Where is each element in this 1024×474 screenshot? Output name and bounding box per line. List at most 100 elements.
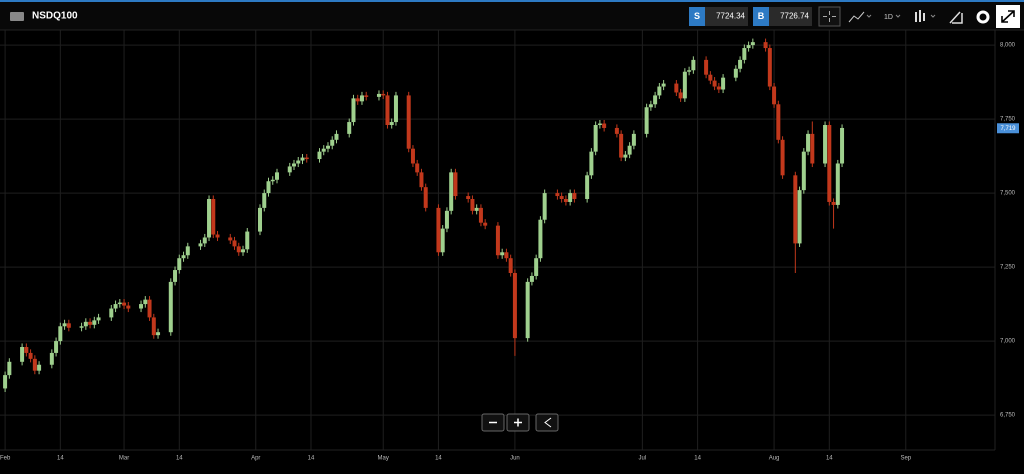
candle-body	[66, 323, 71, 328]
candle-body	[593, 125, 598, 152]
sell-price-box[interactable]	[705, 7, 748, 26]
candle-body	[232, 240, 237, 247]
candle-body	[20, 346, 25, 362]
candle-body	[32, 358, 37, 371]
candle-body	[619, 133, 624, 158]
candle-body	[291, 163, 296, 167]
candle-body	[321, 148, 326, 152]
candle-body	[772, 86, 777, 105]
y-tick-label: 7,500	[1000, 191, 1016, 197]
candle-body	[823, 125, 828, 164]
candle-body	[364, 95, 369, 97]
current-price-label: 7,719	[1000, 126, 1016, 132]
candle-body	[801, 151, 806, 191]
candle-body	[58, 326, 63, 342]
symbol-icon	[10, 12, 24, 21]
candle-body	[88, 321, 93, 325]
candle-body	[258, 207, 263, 232]
candle-body	[7, 361, 12, 376]
candle-body	[423, 187, 428, 208]
drawing-icon[interactable]	[949, 11, 963, 24]
candle-body	[62, 323, 67, 327]
candle-body	[198, 243, 203, 247]
candle-body	[538, 219, 543, 259]
candle-body	[568, 193, 573, 202]
x-tick-label: May	[378, 456, 389, 462]
candle-body	[453, 172, 458, 197]
candle-body	[415, 163, 420, 173]
candle-body	[317, 151, 322, 160]
indicator-icon[interactable]	[915, 10, 925, 22]
candle-body	[657, 86, 662, 96]
candle-body	[79, 326, 84, 328]
chart-type-icon[interactable]	[848, 11, 865, 23]
buy-button[interactable]	[753, 7, 769, 26]
candle-body	[835, 163, 840, 205]
candle-body	[750, 42, 755, 46]
candle-body	[733, 68, 738, 78]
candle-body	[185, 246, 190, 256]
candle-body	[334, 133, 339, 140]
x-tick-label: Aug	[769, 456, 780, 462]
candle-body	[738, 59, 743, 69]
candle-body	[173, 270, 178, 282]
candle-body	[682, 71, 687, 99]
candle-body	[83, 321, 88, 327]
candle-body	[653, 95, 658, 105]
candle-body	[28, 352, 33, 359]
sell-label: S	[694, 11, 700, 21]
candle-body	[347, 122, 352, 134]
candle-body	[500, 252, 505, 256]
candle-body	[742, 48, 747, 60]
candle-body	[139, 304, 144, 309]
x-tick-label: Jul	[639, 456, 647, 462]
candle-body	[529, 275, 534, 282]
candle-body	[151, 317, 156, 336]
candle-body	[555, 193, 560, 197]
sell-button[interactable]	[689, 7, 705, 26]
candle-body	[262, 193, 267, 208]
candle-body	[393, 95, 398, 123]
candle-body	[542, 193, 547, 220]
share-button[interactable]	[535, 413, 559, 432]
candle-body	[478, 207, 483, 223]
candle-body	[228, 237, 233, 241]
candle-body	[3, 375, 8, 389]
candle-body	[122, 302, 127, 306]
settings-icon[interactable]	[976, 10, 990, 24]
candle-body	[181, 255, 186, 259]
candle-body	[359, 95, 364, 102]
candle-body	[147, 299, 152, 318]
candle-body	[806, 133, 811, 152]
candle-body	[674, 83, 679, 93]
buy-label: B	[758, 11, 765, 21]
candle-body	[143, 299, 148, 305]
candle-body	[126, 305, 131, 309]
candle-body	[325, 145, 330, 149]
candle-body	[525, 281, 530, 339]
candle-body	[304, 157, 309, 160]
candle-body	[780, 139, 785, 176]
x-tick-label: Apr	[251, 456, 260, 462]
candle-body	[49, 352, 54, 365]
candle-body	[534, 258, 539, 276]
candle-body	[597, 123, 602, 126]
candle-body	[827, 125, 832, 202]
interval[interactable]: 1D	[884, 14, 893, 21]
candle-body	[661, 83, 666, 87]
candles	[3, 38, 845, 392]
x-tick-label: Feb	[0, 456, 11, 462]
crosshair-button[interactable]	[818, 6, 841, 27]
candle-body	[444, 210, 449, 229]
candle-body	[559, 196, 564, 200]
candle-body	[287, 166, 292, 173]
candle-body	[470, 199, 475, 211]
x-tick-label: Jun	[510, 456, 520, 462]
buy-price-box[interactable]	[769, 7, 812, 26]
candle-body	[266, 181, 271, 194]
x-tick-label: 14	[176, 456, 183, 462]
candle-body	[708, 74, 713, 81]
